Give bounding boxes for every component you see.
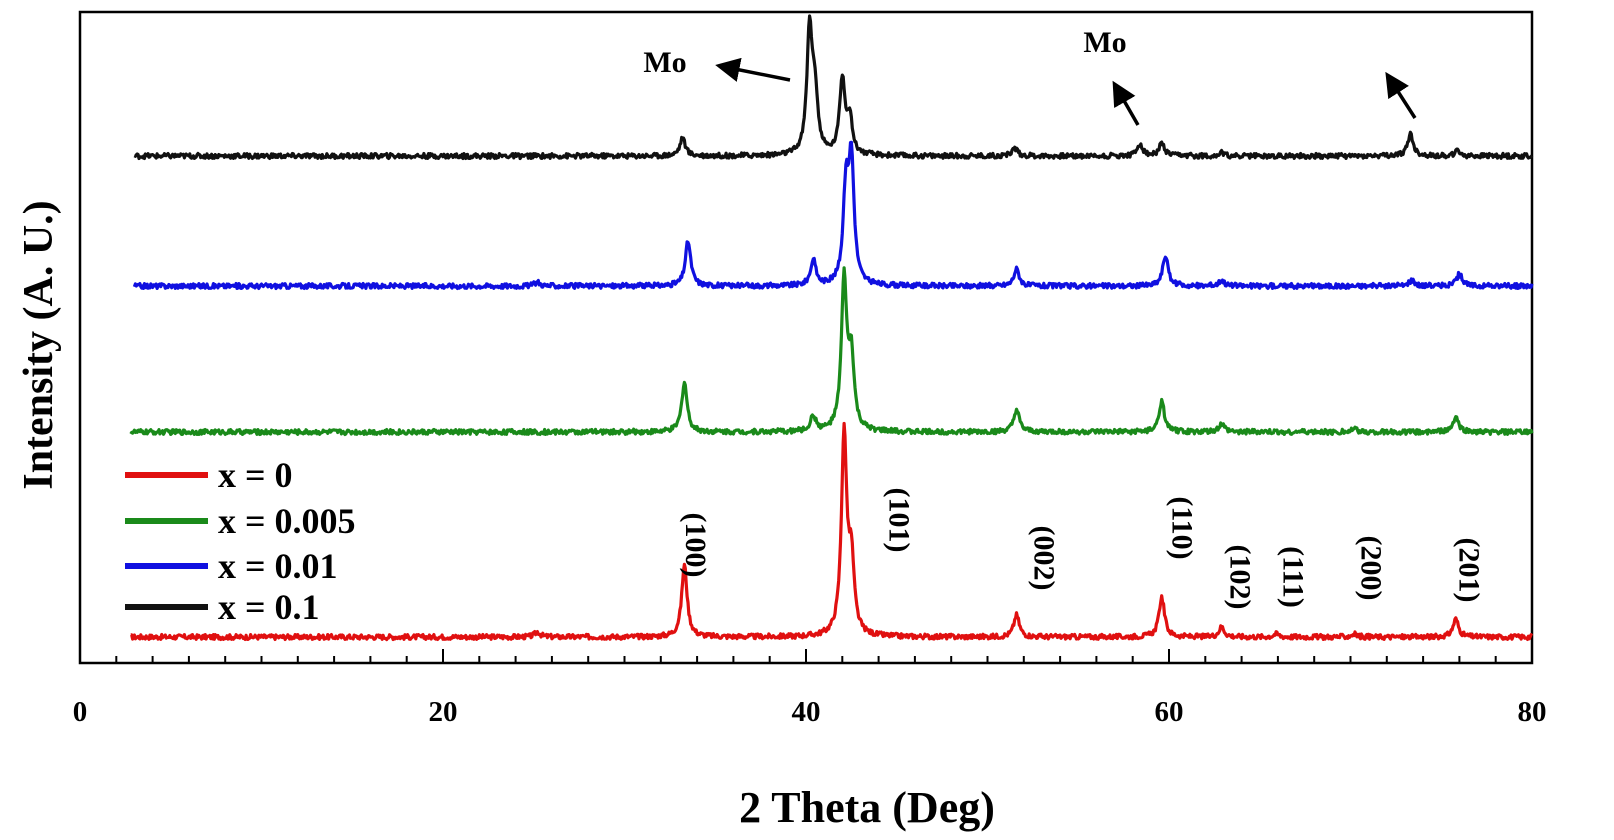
legend: x = 0 x = 0.005 x = 0.01x = 0.1 [125, 455, 356, 627]
legend-label: x = 0.01 [218, 546, 338, 586]
series-line [132, 140, 1534, 291]
legend-label: x = 0.005 [218, 501, 356, 541]
arrow [1385, 71, 1417, 119]
x-axis-label: 2 Theta (Deg) [739, 783, 995, 832]
annotation-layer: (100) (101) (002) (110) (102) (111) (200) (201)… [643, 26, 1485, 609]
peak-index-label: (200) [1354, 536, 1387, 601]
series-line [130, 421, 1534, 642]
peak-index-label: (100) [679, 513, 712, 578]
phase-label: Mo [1083, 26, 1126, 59]
peak-index-label: (111) [1276, 546, 1309, 608]
x-axis-ticks: 0 20 40 60 80 [73, 649, 1547, 728]
legend-label: x = 0.1 [218, 587, 320, 627]
x-tick-label: 20 [429, 696, 458, 728]
peak-index-label: (102) [1224, 545, 1257, 610]
arrow [715, 57, 791, 82]
series-line [133, 14, 1534, 161]
x-tick-label: 80 [1518, 696, 1547, 728]
peak-index-label: (201) [1452, 538, 1485, 603]
arrow [1112, 80, 1140, 126]
x-tick-label: 0 [73, 696, 88, 728]
peak-index-label: (110) [1166, 496, 1199, 559]
legend-label: x = 0 [218, 455, 293, 495]
y-axis-label: Intensity (A. U.) [16, 200, 62, 489]
peak-index-label: (002) [1028, 526, 1061, 591]
x-tick-label: 60 [1155, 696, 1184, 728]
peak-index-label: (101) [883, 488, 916, 553]
series-line [129, 266, 1534, 437]
phase-label: Mo [643, 46, 686, 79]
x-tick-label: 40 [792, 696, 821, 728]
series-layer [129, 14, 1534, 642]
